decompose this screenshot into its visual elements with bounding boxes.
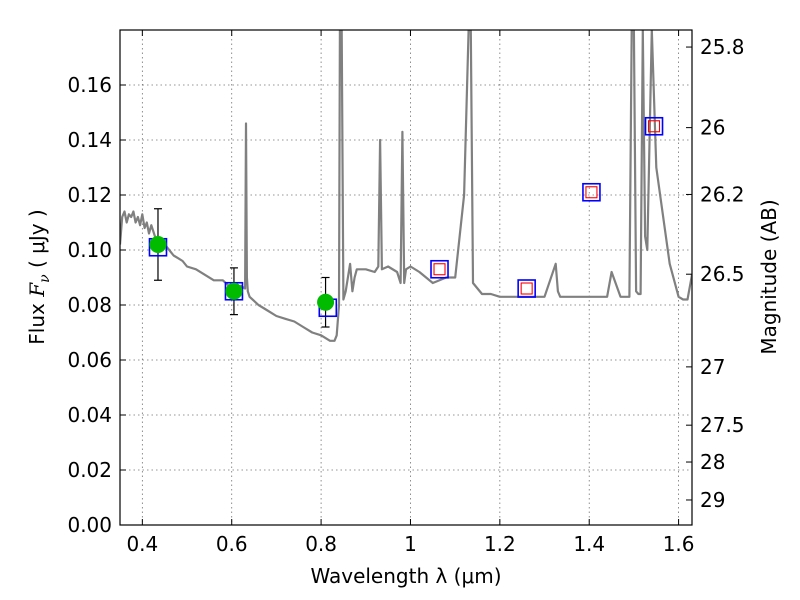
y-tick-label: 0.02 [67, 458, 112, 482]
y-tick-label: 0.00 [67, 513, 112, 537]
x-tick-label: 1 [404, 532, 417, 556]
y-tick-label: 0.08 [67, 293, 112, 317]
y-axis-label-subscript: ν [37, 274, 53, 283]
right-tick-label: 27 [700, 355, 725, 379]
photometry-inner-point [647, 120, 661, 133]
grid [120, 30, 692, 526]
plot-frame [119, 29, 693, 526]
axis-ticks: 0.4 0.6 0.8 1 1.2 1.4 1.6 0.00 0.02 0.04 0.06 0.08 0… [67, 30, 745, 556]
model-photometry-point [582, 182, 601, 202]
y-tick-label: 0.12 [67, 183, 112, 207]
y-tick-label: 0.06 [67, 348, 112, 372]
y-axis-label: Flux Fν ( μJy ) [25, 209, 53, 344]
photometry-inner-point [433, 263, 446, 276]
right-tick-label: 27.5 [700, 413, 745, 437]
right-tick-label: 26.2 [700, 182, 745, 206]
right-tick-label: 26.5 [700, 262, 745, 286]
plot-area [120, 30, 692, 342]
observed-point [225, 282, 243, 300]
right-axis-label: Magnitude (AB) [757, 199, 781, 354]
x-axis-label: Wavelength λ (μm) [310, 564, 501, 588]
y-tick-label: 0.14 [67, 128, 112, 152]
x-tick-label: 1.6 [663, 532, 695, 556]
y-tick-label: 0.10 [67, 238, 112, 262]
observed-point [317, 293, 335, 311]
y-axis-label-prefix: Flux [25, 297, 49, 345]
model-photometry-point [430, 259, 449, 279]
y-axis-label-suffix: ( μJy ) [25, 209, 49, 274]
model-spectrum-line [120, 30, 692, 342]
right-tick-label: 28 [700, 450, 725, 474]
x-tick-label: 1.4 [573, 532, 605, 556]
right-tick-label: 26 [700, 116, 725, 140]
photometry-inner-point [585, 186, 598, 199]
x-tick-label: 0.6 [216, 532, 248, 556]
model-photometry-point [644, 116, 664, 136]
y-tick-label: 0.04 [67, 403, 112, 427]
right-tick-label: 29 [700, 488, 725, 512]
x-tick-label: 0.4 [126, 532, 158, 556]
photometry-inner-point [520, 282, 533, 295]
observed-point [149, 236, 167, 253]
x-tick-label: 1.2 [484, 532, 516, 556]
model-photometry-point [517, 279, 536, 298]
right-tick-label: 25.8 [700, 35, 745, 59]
x-tick-label: 0.8 [305, 532, 337, 556]
y-tick-label: 0.16 [67, 73, 112, 97]
y-axis-label-symbol: F [25, 282, 49, 298]
